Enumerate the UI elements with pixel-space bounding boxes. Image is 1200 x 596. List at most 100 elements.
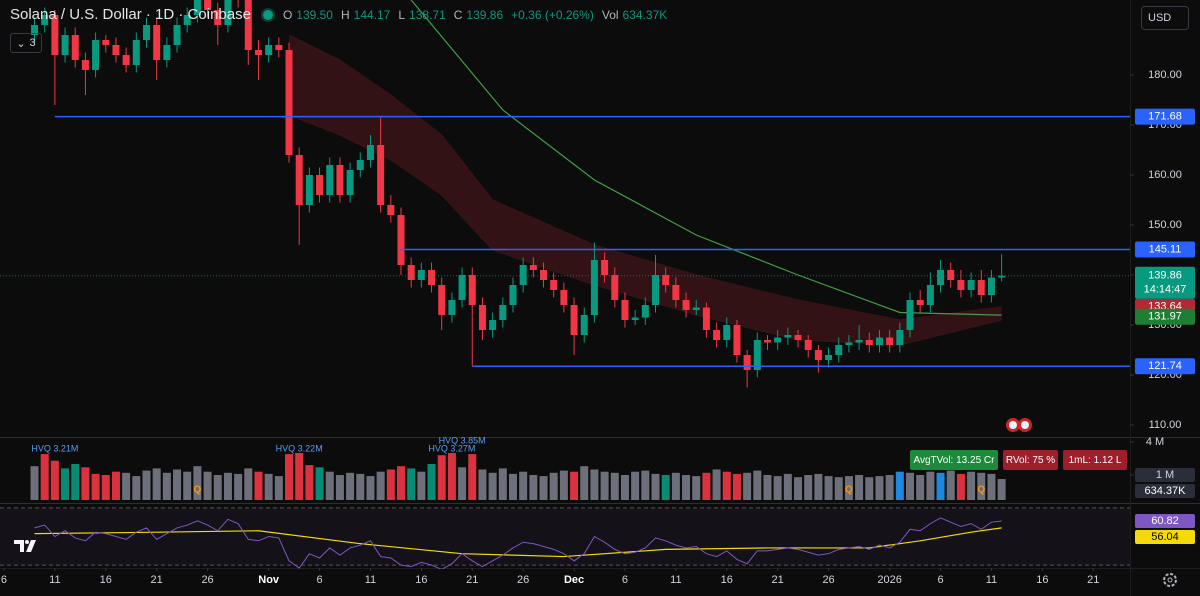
volume-bar <box>732 473 741 500</box>
x-tick-label: 11 <box>365 574 376 586</box>
settings-gear[interactable] <box>1163 573 1177 587</box>
volume-bar <box>549 472 558 500</box>
volume-tag-bg <box>1135 484 1195 499</box>
volume-bar <box>580 466 589 500</box>
legend-key: O <box>282 7 293 22</box>
rsi-tag-bg <box>1135 514 1195 529</box>
rsi-ma-tag-bg <box>1135 530 1195 545</box>
candle-body <box>204 0 212 10</box>
volume-bar <box>478 469 487 500</box>
volume-tick-label: 1 M <box>1156 469 1174 481</box>
candle-body <box>967 280 975 290</box>
volume-bar <box>346 472 355 500</box>
volume-bar <box>794 477 803 500</box>
candle-body <box>468 275 476 305</box>
candle-body <box>377 145 385 205</box>
indicator-count: 3 <box>29 37 36 49</box>
level-tag: 171.68 <box>1148 111 1182 123</box>
volume-bar <box>254 471 263 500</box>
legend-key: L <box>398 7 406 22</box>
rsi-tag: 60.82 <box>1151 515 1179 527</box>
candle-body <box>580 315 588 335</box>
candle-body <box>570 305 578 335</box>
candle-body <box>326 165 334 195</box>
volume-bar <box>427 463 436 500</box>
candle-body <box>702 307 710 330</box>
candle-body <box>519 265 527 285</box>
candle-body <box>428 270 436 285</box>
currency-button[interactable]: USD <box>1141 6 1189 30</box>
candle-body <box>51 15 59 55</box>
volume-bar <box>447 452 456 500</box>
candle-body <box>448 300 456 315</box>
volume-bar <box>50 460 59 500</box>
volume-bar <box>844 476 853 500</box>
flag-icon <box>1006 418 1032 432</box>
candle-body <box>855 340 863 343</box>
candle-body <box>132 40 140 65</box>
candle-body <box>753 340 761 370</box>
volume-bar <box>213 475 222 500</box>
volume-bar <box>865 477 874 500</box>
volume-bar <box>396 466 405 500</box>
volume-bar <box>885 475 894 500</box>
volume-bar <box>753 470 762 500</box>
x-tick-label: 21 <box>151 574 163 586</box>
volume-bar <box>417 471 426 500</box>
candle-body <box>845 342 853 345</box>
legend: Solana / U.S. Dollar · 1D · Coinbase O 13… <box>10 6 671 23</box>
volume-bar <box>437 455 446 500</box>
volume-bar <box>671 472 680 500</box>
volume-bar <box>40 454 49 500</box>
candle-body <box>825 355 833 360</box>
rsi-band <box>0 507 1130 566</box>
legend-value: 138.71 <box>409 7 446 22</box>
candle-body <box>254 50 262 55</box>
y-tick-label: 160.00 <box>1148 169 1182 181</box>
volume-bar <box>81 467 90 500</box>
candle-body <box>916 300 924 305</box>
ribbon-upper <box>288 34 1002 321</box>
indicator-badge: AvgTVol: 13.25 Cr <box>910 450 998 470</box>
volume-bar <box>661 475 670 500</box>
volume-bar <box>956 473 965 500</box>
volume-bar <box>366 476 375 500</box>
volume-bar <box>946 470 955 500</box>
y-tick-label: 110.00 <box>1149 419 1182 431</box>
candle-body <box>265 45 273 55</box>
volume-bar <box>488 472 497 500</box>
candle-body <box>173 25 181 45</box>
volume-bar <box>285 454 294 500</box>
volume-bar <box>529 475 538 500</box>
indicator-toggle[interactable]: ⌄ 3 <box>10 33 42 53</box>
level-tag-bg <box>1135 108 1195 125</box>
x-tick-label: 16 <box>100 574 112 586</box>
x-tick-label: 21 <box>1087 574 1099 586</box>
volume-bar <box>193 466 202 500</box>
legend-value: 634.37K <box>622 7 668 22</box>
volume-bar <box>30 466 39 500</box>
ma-tag: 131.97 <box>1148 311 1182 323</box>
candle-body <box>92 40 100 70</box>
legend-value: 139.50 <box>296 7 333 22</box>
volume-bar <box>712 469 721 500</box>
volume-bar <box>458 467 467 500</box>
legend-key: Vol <box>601 7 619 22</box>
volume-bar <box>559 470 568 500</box>
x-tick-label: 6 <box>622 574 628 586</box>
volume-annotation: HVQ 3.21M <box>31 443 78 453</box>
legend-change: +0.36 (+0.26%) <box>511 7 594 22</box>
volume-bar <box>967 471 976 500</box>
candle-body <box>81 60 89 70</box>
candle-body <box>743 355 751 370</box>
volume-bar <box>315 467 324 500</box>
candle-body <box>835 345 843 355</box>
candle-body <box>112 45 120 55</box>
candle-body <box>417 270 425 280</box>
candle-body <box>652 275 660 305</box>
legend-key: C <box>453 7 463 22</box>
x-tick-label: 2026 <box>877 574 901 586</box>
candle-body <box>998 275 1006 278</box>
volume-bar <box>335 475 344 500</box>
volume-bar <box>875 476 884 500</box>
